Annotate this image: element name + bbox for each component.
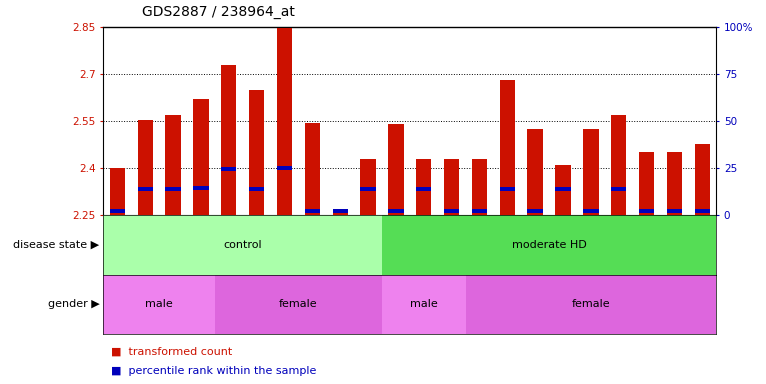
Bar [332,210,348,215]
Bar [472,209,487,213]
Bar [103,275,214,334]
Bar [583,209,598,213]
Bar [382,275,466,334]
Bar [639,152,654,215]
Bar [249,89,264,215]
Bar [360,159,375,215]
Bar [193,186,208,190]
Bar [695,209,710,213]
Text: control: control [224,240,262,250]
Text: ■  percentile rank within the sample: ■ percentile rank within the sample [111,366,316,376]
Bar [193,99,208,215]
Bar [305,122,320,215]
Bar [165,115,181,215]
Bar [639,209,654,213]
Bar [528,209,543,213]
Bar [528,129,543,215]
Bar [360,187,375,191]
Text: moderate HD: moderate HD [512,240,587,250]
Bar [611,115,627,215]
Bar [138,187,153,191]
Bar [305,209,320,213]
Bar [472,159,487,215]
Bar [466,275,716,334]
Bar [666,152,682,215]
Bar [277,166,292,170]
Bar [555,166,571,215]
Bar [499,80,515,215]
Bar [388,124,404,215]
Bar [214,275,382,334]
Bar [382,215,716,275]
Bar [249,187,264,191]
Text: male: male [410,299,437,310]
Bar [499,187,515,191]
Text: female: female [279,299,318,310]
Bar [165,187,181,191]
Bar [388,209,404,213]
Text: female: female [571,299,611,310]
Bar [221,65,237,215]
Bar [666,209,682,213]
Bar [416,187,431,191]
Bar [277,28,292,215]
Bar [416,159,431,215]
Bar [695,144,710,215]
Bar [444,209,460,213]
Bar [110,209,125,213]
Bar [221,167,237,171]
Bar [110,168,125,215]
Text: GDS2887 / 238964_at: GDS2887 / 238964_at [142,5,295,19]
Bar [444,159,460,215]
Bar [611,187,627,191]
Bar [103,215,382,275]
Bar [583,129,598,215]
Text: disease state ▶: disease state ▶ [14,240,100,250]
Bar [138,120,153,215]
Bar [555,187,571,191]
Text: male: male [146,299,173,310]
Bar [332,209,348,213]
Text: ■  transformed count: ■ transformed count [111,347,232,357]
Text: gender ▶: gender ▶ [47,299,100,310]
